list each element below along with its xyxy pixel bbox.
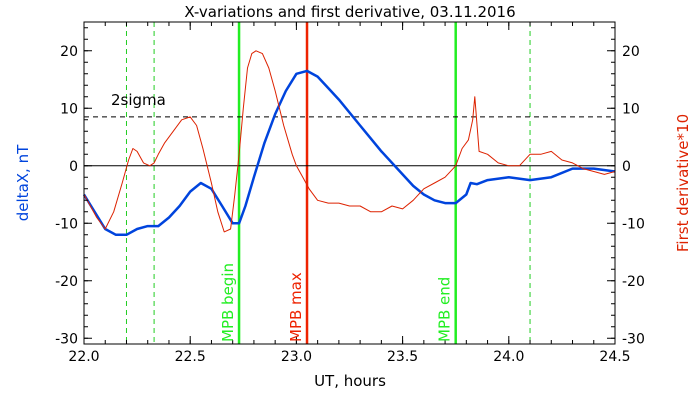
y-tick-label-right-5: 20 (622, 44, 640, 60)
marker-labels: MPB begin MPB max MPB end (219, 263, 454, 342)
y-axis-label-left: deltaX, nT (14, 144, 32, 221)
y-tick-label-right-3: 0 (622, 159, 631, 175)
y-tick-label-right-4: 10 (622, 101, 640, 117)
x-tick-label-3: 23.5 (387, 349, 418, 365)
marker-label-2: MPB begin (219, 263, 237, 342)
reference-lines: 2sigma (84, 91, 615, 167)
x-tick-label-0: 22.0 (68, 349, 99, 365)
x-tick-label-2: 23.0 (281, 349, 312, 365)
y-axis-label-right: First derivative*10 (674, 114, 692, 252)
y-tick-label-left-3: 0 (69, 159, 78, 175)
x-tick-label-1: 22.5 (175, 349, 206, 365)
event-markers (125, 22, 531, 344)
y-tick-label-left-2: -10 (55, 216, 78, 232)
marker-label-4: MPB end (436, 277, 454, 342)
y-tick-label-left-1: -20 (55, 274, 78, 290)
x-tick-label-5: 24.5 (599, 349, 630, 365)
marker-label-3: MPB max (287, 272, 305, 342)
y-tick-label-left-4: 10 (60, 101, 78, 117)
y-tick-label-right-0: -30 (622, 331, 645, 347)
y-tick-label-right-2: -10 (622, 216, 645, 232)
x-axis-label: UT, hours (314, 372, 386, 390)
y-tick-label-left-5: 20 (60, 44, 78, 60)
x-tick-label-4: 24.0 (493, 349, 524, 365)
x-axis-ticks: 22.0 22.5 23.0 23.5 24.0 24.5 (68, 22, 631, 365)
series-line-1 (83, 50, 616, 233)
series-line-0 (82, 69, 616, 237)
y-axis-ticks: -30 -30 -20 -20 -10 -10 0 0 10 10 20 20 (55, 27, 645, 347)
chart-title: X-variations and first derivative, 03.11… (184, 3, 515, 21)
y-tick-label-left-0: -30 (55, 331, 78, 347)
plot-frame (83, 21, 616, 345)
series-lines (82, 50, 616, 237)
y-tick-label-right-1: -20 (622, 274, 645, 290)
reference-label-1: 2sigma (111, 91, 166, 109)
